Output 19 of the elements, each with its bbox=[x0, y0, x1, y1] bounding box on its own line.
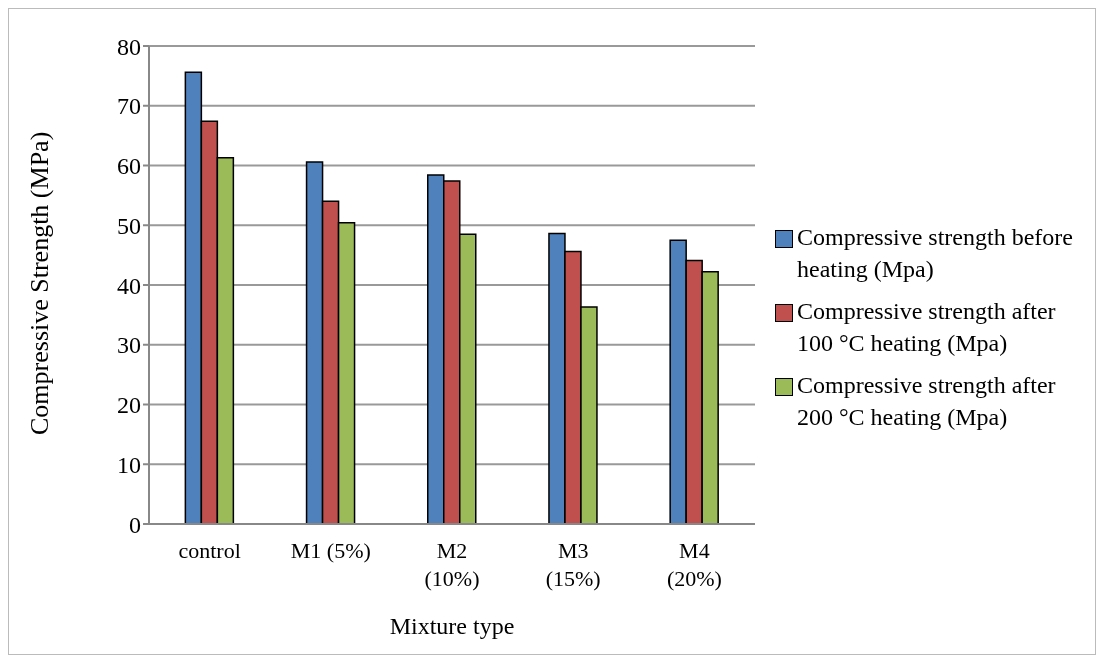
y-tick-label: 60 bbox=[117, 153, 141, 180]
y-tick-label: 30 bbox=[117, 332, 141, 359]
x-tick-label: M2 (10%) bbox=[424, 538, 480, 591]
y-tick-label: 40 bbox=[117, 272, 141, 299]
x-tick-label: M1 (5%) bbox=[290, 538, 371, 563]
y-tick-label: 20 bbox=[117, 392, 141, 419]
y-tick-label: 50 bbox=[117, 212, 141, 239]
x-tick-label: M3 (15%) bbox=[545, 538, 601, 591]
y-tick-label: 10 bbox=[117, 451, 141, 478]
x-tick-label: control bbox=[178, 538, 241, 563]
y-axis-title: Compressive Strength (MPa) bbox=[25, 131, 55, 435]
y-tick-label: 0 bbox=[129, 511, 141, 538]
y-tick-label: 80 bbox=[117, 33, 141, 60]
legend-label: Compressive strength before heating (Mpa) bbox=[797, 222, 1074, 284]
y-tick-label: 70 bbox=[117, 93, 141, 120]
legend-label: Compressive strength after 100 °C heating (Mpa) bbox=[797, 296, 1057, 358]
x-axis-title: Mixture type bbox=[389, 613, 515, 639]
x-tick-label: M4 (20%) bbox=[666, 538, 722, 591]
legend-label: Compressive strength after 200 °C heating (Mpa) bbox=[797, 370, 1057, 432]
